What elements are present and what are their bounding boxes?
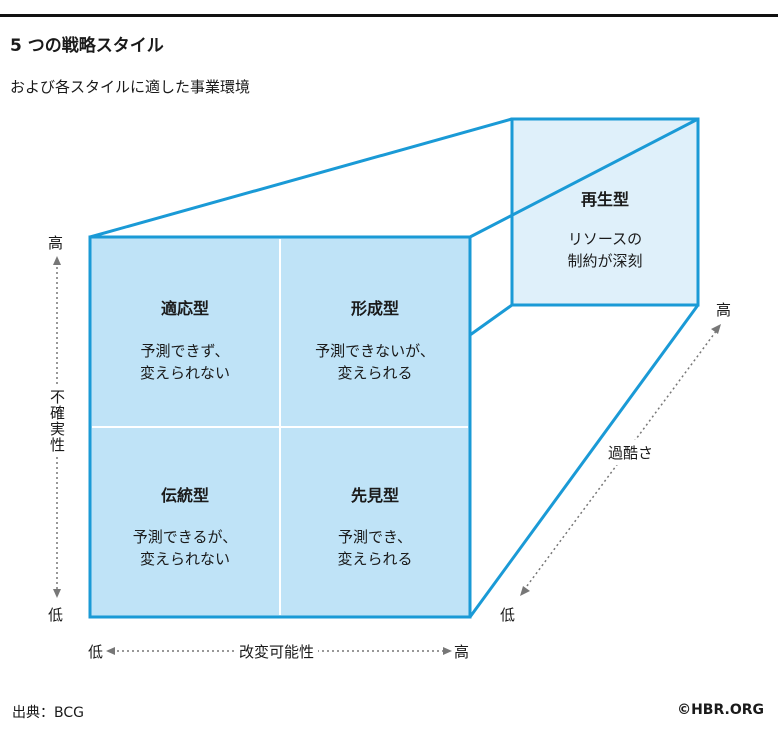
edge-top-right <box>469 117 699 239</box>
cell-desc-renewal: リソースの 制約が深刻 <box>567 230 643 270</box>
cell-desc-adaptive: 予測できず、 変えられない <box>139 342 230 382</box>
page-subtitle: および各スタイルに適した事業環境 <box>10 78 251 96</box>
cell-desc-shaping: 予測できないが、 変えられる <box>315 342 435 382</box>
edge-mid <box>469 303 513 337</box>
y-axis-arrowhead-up <box>53 256 61 265</box>
edge-top-left <box>89 117 513 239</box>
x-axis-high: 高 <box>454 643 470 661</box>
back-face <box>510 117 700 307</box>
source-note: 出典：BCG <box>12 705 84 721</box>
cell-title-visionary: 先見型 <box>350 486 399 505</box>
z-axis-high: 高 <box>716 301 732 319</box>
cell-desc-classical: 予測できるが、 変えられない <box>132 528 238 568</box>
y-axis-high: 高 <box>48 234 64 252</box>
y-axis-arrowhead-down <box>53 589 61 598</box>
cell-title-classical: 伝統型 <box>160 486 209 505</box>
copyright: ©HBR.ORG <box>677 702 764 718</box>
edge-bottom-right <box>468 304 700 618</box>
cell-title-renewal: 再生型 <box>580 190 629 209</box>
cell-title-adaptive: 適応型 <box>160 299 209 318</box>
z-axis-label: 過酷さ <box>606 440 656 465</box>
cell-title-shaping: 形成型 <box>350 299 399 318</box>
y-axis-low: 低 <box>48 606 64 624</box>
x-axis-low: 低 <box>88 643 104 661</box>
page-title: 5 つの戦略スタイル <box>10 36 164 56</box>
x-axis-label: 改変可能性 <box>235 641 319 662</box>
y-axis-label: 不確実性 <box>47 385 68 457</box>
cell-desc-visionary: 予測でき、 変えられる <box>337 528 413 568</box>
z-axis-arrowhead-up <box>711 324 721 334</box>
z-axis-low: 低 <box>500 606 516 624</box>
z-axis-arrowhead-down <box>520 586 530 596</box>
x-axis-arrowhead-right <box>443 647 452 655</box>
x-axis-arrowhead-left <box>106 647 115 655</box>
top-rule <box>0 14 778 17</box>
